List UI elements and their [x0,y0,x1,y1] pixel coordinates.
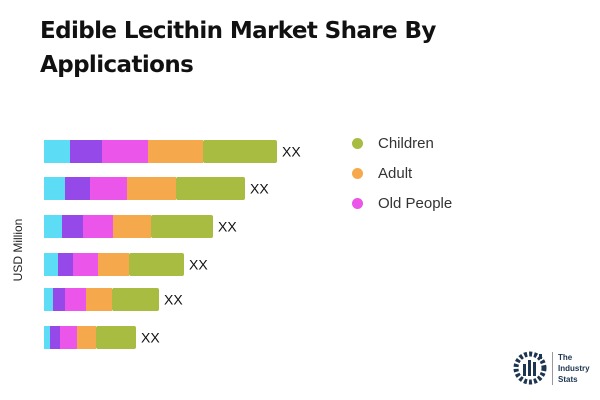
bar-segment[interactable] [77,326,96,349]
logo-text: Stats [558,374,578,384]
bar-segment[interactable] [44,215,62,238]
bar-segment[interactable] [176,177,245,200]
bar-segment[interactable] [44,326,50,349]
legend-dot [352,137,363,149]
bar-segment[interactable] [151,215,213,238]
legend-item-children[interactable]: Children [352,128,452,158]
bar-segment[interactable] [148,140,203,163]
legend-dot [352,197,363,209]
gear-wrench-logo-icon [513,351,547,385]
legend-item-adult[interactable]: Adult [352,158,452,188]
bar-segment[interactable] [62,215,83,238]
bar-segment[interactable] [65,177,90,200]
data-label: XX [282,144,301,160]
logo-text: Industry [558,363,590,373]
legend-item-old-people[interactable]: Old People [352,188,452,218]
bar-segment[interactable] [102,140,148,163]
bar-segment[interactable] [113,215,151,238]
legend-label: Adult [378,164,413,182]
bar-segment[interactable] [73,253,98,276]
bar-segment[interactable] [112,288,159,311]
bar-segment[interactable] [96,326,136,349]
data-label: XX [189,257,208,273]
bar-segment[interactable] [83,215,113,238]
legend-label: Children [378,134,434,152]
logo: The Industry Stats [512,350,590,386]
data-label: XX [250,181,269,197]
bar-segment[interactable] [60,326,77,349]
bar-segment[interactable] [44,177,65,200]
bar-segment[interactable] [44,253,58,276]
bar-segment[interactable] [98,253,129,276]
bar-segment[interactable] [127,177,176,200]
bar-segment[interactable] [129,253,184,276]
bar-segment[interactable] [86,288,112,311]
bar-segment[interactable] [50,326,60,349]
bar-segment[interactable] [44,140,70,163]
bar-segment[interactable] [53,288,65,311]
bar-segment[interactable] [90,177,127,200]
legend-dot [352,167,363,179]
bar-segment[interactable] [65,288,86,311]
data-label: XX [218,219,237,235]
bar-segment[interactable] [203,140,277,163]
bar-segment[interactable] [44,288,53,311]
logo-text: The [558,352,573,362]
data-label: XX [141,330,160,346]
bar-segment[interactable] [58,253,73,276]
legend-label: Old People [378,194,453,212]
legend: Children Adult Old People [352,128,452,218]
data-label: XX [164,292,183,308]
chart-title: Edible Lecithin Market Share By Applicat… [40,18,436,78]
bar-segment[interactable] [70,140,102,163]
